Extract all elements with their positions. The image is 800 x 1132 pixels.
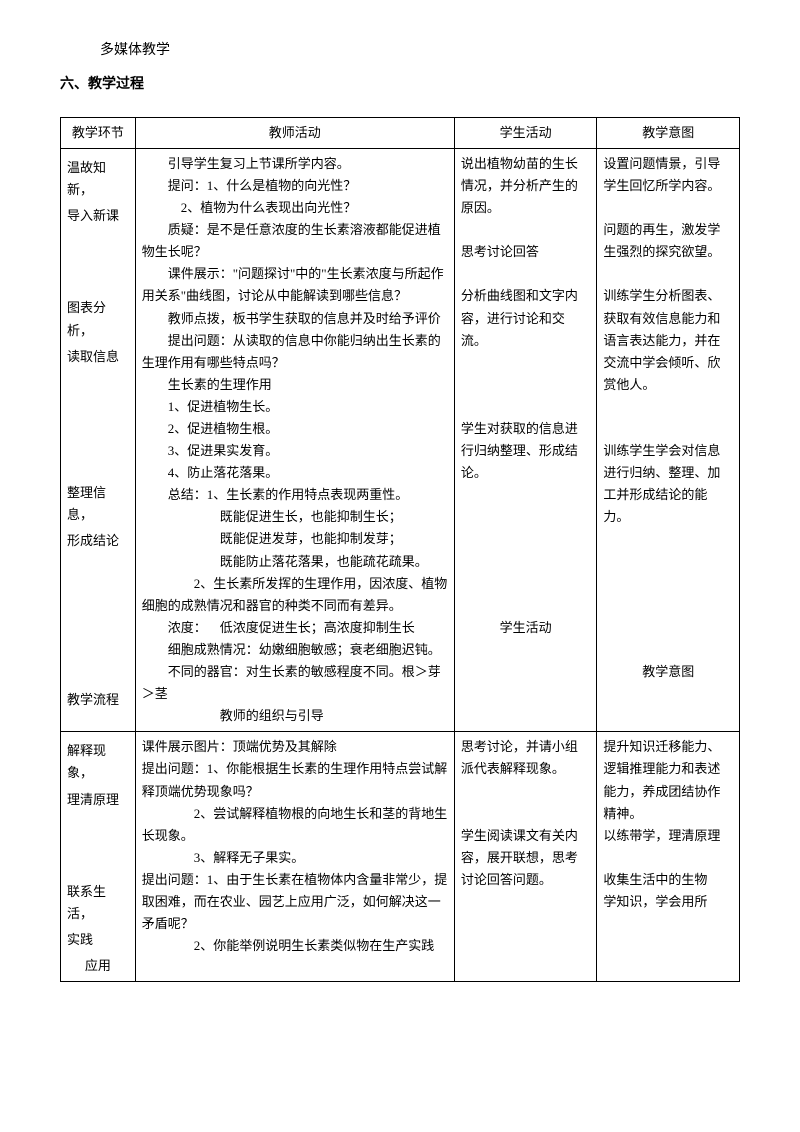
teacher-text: 2、尝试解释植物根的向地生长和茎的背地生长现象。 <box>142 803 448 847</box>
student-text: 分析曲线图和文字内容，进行讨论和交流。 <box>461 288 578 347</box>
header-col1: 教学环节 <box>61 117 136 148</box>
student-cell-1: 说出植物幼苗的生长情况，并分析产生的原因。 思考讨论回答 分析曲线图和文字内容，… <box>454 148 597 731</box>
teacher-text: 既能促进发芽，也能抑制发芽； <box>142 528 448 550</box>
stage-label: 导入新课 <box>67 201 129 227</box>
student-text: 思考讨论回答 <box>461 244 539 259</box>
teacher-text: 教师点拨，板书学生获取的信息并及时给予评价 <box>142 308 448 330</box>
teacher-text: 提出问题：从读取的信息中你能归纳出生长素的生理作用有哪些特点吗？ <box>142 330 448 374</box>
stage-label: 解释现象， <box>67 736 129 784</box>
intent-text: 提升知识迁移能力、逻辑推理能力和表述能力，养成团结协作精神。 <box>603 739 720 820</box>
teacher-text: 总结：1、生长素的作用特点表现两重性。 <box>142 484 448 506</box>
teacher-text: 不同的器官：对生长素的敏感程度不同。根＞芽＞茎 <box>142 661 448 705</box>
stage-label: 应用 <box>67 951 129 977</box>
table-row: 温故知新， 导入新课 图表分析， 读取信息 整理信息， 形成结论 教学流程 引导… <box>61 148 740 731</box>
teacher-text: 生长素的生理作用 <box>142 374 448 396</box>
teacher-text: 3、促进果实发育。 <box>142 440 448 462</box>
teacher-text: 2、促进植物生根。 <box>142 418 448 440</box>
stage-label: 联系生活， <box>67 877 129 925</box>
intent-text: 以练带学，理清原理 <box>603 828 720 843</box>
table-header-row: 教学环节 教师活动 学生活动 教学意图 <box>61 117 740 148</box>
teacher-text: 1、促进植物生长。 <box>142 396 448 418</box>
teacher-text: 2、你能举例说明生长素类似物在生产实践 <box>142 935 448 957</box>
teacher-text: 提问：1、什么是植物的向光性？ <box>142 175 448 197</box>
header-col2: 教师活动 <box>135 117 454 148</box>
student-text: 思考讨论，并请小组派代表解释现象。 <box>461 739 578 776</box>
teacher-text: 引导学生复习上节课所学内容。 <box>142 153 448 175</box>
teacher-text: 质疑：是不是任意浓度的生长素溶液都能促进植物生长呢？ <box>142 219 448 263</box>
teacher-text: 提出问题：1、由于生长素在植物体内含量非常少，提取困难，而在农业、园艺上应用广泛… <box>142 872 448 931</box>
teacher-cell-2: 课件展示图片：顶端优势及其解除 提出问题：1、你能根据生长素的生理作用特点尝试解… <box>135 732 454 982</box>
stage-label: 温故知新， <box>67 153 129 201</box>
header-col4: 教学意图 <box>597 117 740 148</box>
top-text: 多媒体教学 <box>60 40 740 62</box>
table-row: 解释现象， 理清原理 联系生活， 实践 应用 课件展示图片：顶端优势及其解除 提… <box>61 732 740 982</box>
header-col3: 学生活动 <box>454 117 597 148</box>
stage-label: 教学流程 <box>67 685 129 711</box>
student-text: 学生对获取的信息进行归纳整理、形成结论。 <box>461 421 578 480</box>
stage-label: 整理信息， <box>67 478 129 526</box>
stage-cell-1: 温故知新， 导入新课 图表分析， 读取信息 整理信息， 形成结论 教学流程 <box>61 148 136 731</box>
teacher-text: 2、植物为什么表现出向光性？ <box>142 197 448 219</box>
teacher-text: 提出问题：1、你能根据生长素的生理作用特点尝试解释顶端优势现象吗？ <box>142 761 448 798</box>
teacher-cell-1: 引导学生复习上节课所学内容。 提问：1、什么是植物的向光性？ 2、植物为什么表现… <box>135 148 454 731</box>
stage-label: 读取信息 <box>67 342 129 368</box>
teaching-process-table: 教学环节 教师活动 学生活动 教学意图 温故知新， 导入新课 图表分析， 读取信… <box>60 117 740 982</box>
teacher-text: 3、解释无子果实。 <box>142 847 448 869</box>
intent-text: 设置问题情景，引导学生回忆所学内容。 <box>603 156 720 193</box>
teacher-text: 既能防止落花落果，也能疏花疏果。 <box>142 551 448 573</box>
student-cell-2: 思考讨论，并请小组派代表解释现象。 学生阅读课文有关内容，展开联想，思考讨论回答… <box>454 732 597 982</box>
intent-text: 收集生活中的生物 <box>603 872 707 887</box>
stage-label: 理清原理 <box>67 785 129 811</box>
intent-text: 训练学生学会对信息进行归纳、整理、加工并形成结论的能力。 <box>603 443 720 524</box>
teacher-text: 课件展示："问题探讨"中的"生长素浓度与所起作用关系"曲线图，讨论从中能解读到哪… <box>142 263 448 307</box>
intent-text: 教学意图 <box>603 661 733 683</box>
stage-cell-2: 解释现象， 理清原理 联系生活， 实践 应用 <box>61 732 136 982</box>
student-text: 说出植物幼苗的生长情况，并分析产生的原因。 <box>461 156 578 215</box>
intent-cell-1: 设置问题情景，引导学生回忆所学内容。 问题的再生，激发学生强烈的探究欲望。 训练… <box>597 148 740 731</box>
teacher-text: 既能促进生长，也能抑制生长； <box>142 506 448 528</box>
stage-label: 形成结论 <box>67 526 129 552</box>
stage-label: 图表分析， <box>67 293 129 341</box>
student-text: 学生阅读课文有关内容，展开联想，思考讨论回答问题。 <box>461 828 578 887</box>
teacher-text: 教师的组织与引导 <box>142 705 448 727</box>
intent-text: 学知识，学会用所 <box>603 894 707 909</box>
intent-text: 问题的再生，激发学生强烈的探究欲望。 <box>603 222 720 259</box>
intent-cell-2: 提升知识迁移能力、逻辑推理能力和表述能力，养成团结协作精神。 以练带学，理清原理… <box>597 732 740 982</box>
teacher-text: 课件展示图片：顶端优势及其解除 <box>142 739 337 754</box>
teacher-text: 浓度： 低浓度促进生长；高浓度抑制生长 <box>142 617 448 639</box>
teacher-text: 细胞成熟情况：幼嫩细胞敏感；衰老细胞迟钝。 <box>142 639 448 661</box>
section-title: 六、教学过程 <box>60 74 740 96</box>
stage-label: 实践 <box>67 925 129 951</box>
student-text: 学生活动 <box>461 617 591 639</box>
teacher-text: 2、生长素所发挥的生理作用，因浓度、植物细胞的成熟情况和器官的种类不同而有差异。 <box>142 573 448 617</box>
intent-text: 训练学生分析图表、获取有效信息能力和语言表达能力，并在交流中学会倾听、欣赏他人。 <box>603 288 720 391</box>
teacher-text: 4、防止落花落果。 <box>142 462 448 484</box>
